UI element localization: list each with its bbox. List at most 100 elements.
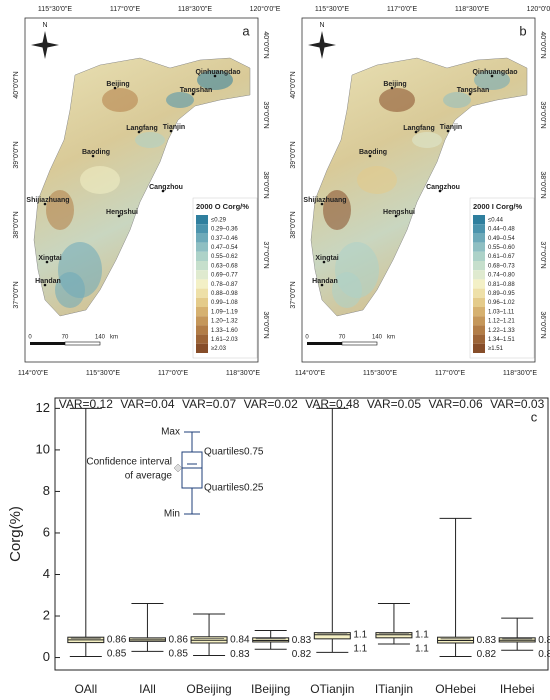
plot-frame bbox=[54, 397, 549, 671]
legend-label: 0.78–0.87 bbox=[211, 282, 238, 288]
lat-label: 36°0'0"N bbox=[539, 311, 547, 338]
legend-label: ≤0.29 bbox=[211, 217, 227, 223]
city-label: Baoding bbox=[359, 149, 387, 156]
mean-label: 1.1 bbox=[353, 629, 367, 640]
city-dot bbox=[320, 202, 324, 206]
scale-label: 140 bbox=[372, 335, 383, 341]
x-tick-label: OAll bbox=[74, 682, 97, 696]
map-patch bbox=[357, 166, 397, 194]
mean-label: 0.83 bbox=[477, 635, 497, 646]
city-dot bbox=[438, 189, 442, 193]
city-label: Cangzhou bbox=[149, 184, 183, 191]
scale-label: 70 bbox=[62, 335, 69, 341]
city-dot bbox=[322, 260, 326, 264]
lat-label: 40°0'0"N bbox=[262, 31, 270, 58]
legend-label: 0.88–0.98 bbox=[211, 291, 238, 297]
city-label: Tangshan bbox=[457, 87, 490, 94]
city-dot bbox=[490, 74, 494, 78]
lat-label: 40°0'0"N bbox=[12, 71, 20, 98]
legend-label: 1.09–1.19 bbox=[211, 309, 238, 315]
lon-label: 115°30'0"E bbox=[86, 369, 120, 377]
var-label: VAR=0.05 bbox=[367, 397, 421, 411]
y-tick-label: 2 bbox=[43, 607, 50, 622]
legend-label: 1.22–1.33 bbox=[488, 328, 515, 334]
lat-label: 37°0'0"N bbox=[289, 281, 297, 308]
city-label: Beijing bbox=[106, 81, 129, 88]
mean-label: 0.86 bbox=[168, 634, 188, 645]
x-tick-label: ITianjin bbox=[375, 682, 413, 696]
legend-swatch bbox=[473, 307, 485, 317]
legend-label: 1.61–2.03 bbox=[211, 337, 238, 343]
city-label: Qinhuangdao bbox=[472, 69, 517, 76]
panel-letter: c bbox=[531, 409, 538, 424]
legend-label: 1.33–1.60 bbox=[211, 328, 238, 334]
city-dot bbox=[113, 86, 117, 90]
y-tick-label: 10 bbox=[36, 441, 50, 456]
median-label: 0.85 bbox=[107, 649, 127, 660]
legend-swatch bbox=[473, 325, 485, 335]
lon-label: 114°0'0"E bbox=[295, 369, 326, 377]
lat-label: 38°0'0"N bbox=[12, 211, 20, 238]
legend-label: of average bbox=[125, 471, 173, 482]
legend-swatch bbox=[196, 270, 208, 280]
legend-label: 0.47–0.54 bbox=[211, 245, 238, 251]
median-label: 0.85 bbox=[168, 649, 188, 660]
x-tick-label: IHebei bbox=[500, 682, 535, 696]
legend-swatch bbox=[473, 233, 485, 243]
y-axis-label: Corg(%) bbox=[7, 506, 24, 562]
legend-label: 0.89–0.95 bbox=[488, 291, 515, 297]
legend-swatch bbox=[473, 251, 485, 261]
lat-label: 37°0'0"N bbox=[539, 241, 547, 268]
scale-label: 0 bbox=[28, 335, 32, 341]
lon-label: 120°0'0"E bbox=[527, 5, 550, 13]
legend-label: 0.99–1.08 bbox=[211, 300, 238, 306]
map-patch bbox=[323, 190, 351, 230]
compass-label: N bbox=[42, 22, 47, 29]
city-dot bbox=[446, 129, 450, 133]
legend-swatch bbox=[196, 325, 208, 335]
legend-label: 0.61–0.67 bbox=[488, 254, 515, 260]
lat-label: 40°0'0"N bbox=[289, 71, 297, 98]
legend-label: 0.37–0.46 bbox=[211, 236, 238, 242]
city-label: Qinhuangdao bbox=[195, 69, 240, 76]
legend-swatch bbox=[196, 224, 208, 234]
median-label: 1.1 bbox=[415, 643, 429, 654]
map-patch bbox=[102, 88, 138, 112]
var-label: VAR=0.04 bbox=[120, 397, 174, 411]
legend-label: 0.49–0.54 bbox=[488, 236, 515, 242]
box bbox=[252, 637, 290, 643]
legend-swatch bbox=[196, 261, 208, 271]
legend-swatch bbox=[473, 242, 485, 252]
legend-swatch bbox=[196, 242, 208, 252]
city-label: Handan bbox=[312, 278, 338, 285]
scale-bar bbox=[64, 341, 101, 346]
y-tick-label: 6 bbox=[43, 524, 50, 539]
legend-label: ≤0.44 bbox=[488, 217, 504, 223]
median-label: 0.82 bbox=[292, 649, 312, 660]
legend-label: 0.55–0.62 bbox=[211, 254, 238, 260]
lon-label: 115°30'0"E bbox=[38, 5, 72, 13]
lat-label: 38°0'0"N bbox=[262, 171, 270, 198]
legend-label: ≥2.03 bbox=[211, 346, 227, 352]
x-tick-label: OTianjin bbox=[310, 682, 354, 696]
mean-label: 0.84 bbox=[230, 635, 250, 646]
var-label: VAR=0.03 bbox=[490, 397, 544, 411]
legend-swatch bbox=[473, 224, 485, 234]
city-dot bbox=[137, 130, 141, 134]
city-label: Tianjin bbox=[163, 124, 185, 131]
panel-letter: a bbox=[242, 23, 250, 38]
city-dot bbox=[117, 214, 121, 218]
legend-label: Max bbox=[161, 427, 180, 438]
legend-swatch bbox=[473, 215, 485, 225]
city-label: Baoding bbox=[82, 149, 110, 156]
city-dot bbox=[45, 260, 49, 264]
x-tick-label: OHebei bbox=[435, 682, 476, 696]
box bbox=[375, 632, 413, 639]
city-dot bbox=[169, 129, 173, 133]
legend-label: 0.81–0.88 bbox=[488, 282, 515, 288]
city-label: Xingtai bbox=[315, 255, 338, 262]
median-label: 1.1 bbox=[353, 643, 367, 654]
map-patch bbox=[55, 272, 85, 308]
lat-label: 39°0'0"N bbox=[12, 141, 20, 168]
